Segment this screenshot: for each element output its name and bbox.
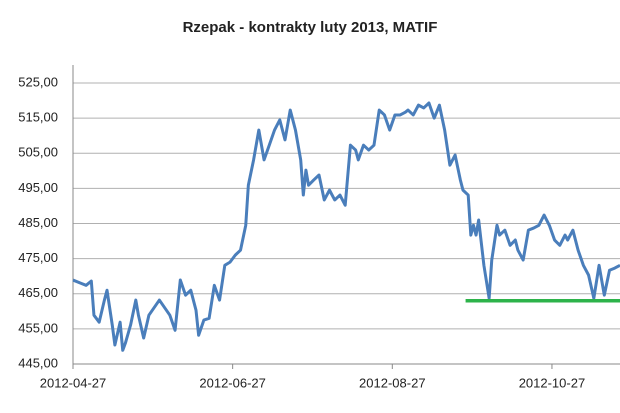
y-tick-label: 465,00 xyxy=(18,285,58,300)
y-tick-label: 455,00 xyxy=(18,320,58,335)
price-line xyxy=(72,101,620,352)
y-tick-label: 505,00 xyxy=(18,145,58,160)
y-tick-label: 485,00 xyxy=(18,215,58,230)
y-tick-label: 515,00 xyxy=(18,110,58,125)
y-tick-label: 525,00 xyxy=(18,74,58,89)
y-tick-label: 445,00 xyxy=(18,355,58,370)
x-tick-label: 2012-08-27 xyxy=(359,375,426,390)
y-tick-label: 495,00 xyxy=(18,180,58,195)
x-tick-label: 2012-10-27 xyxy=(519,375,586,390)
x-tick-label: 2012-04-27 xyxy=(40,375,107,390)
x-tick-label: 2012-06-27 xyxy=(199,375,266,390)
chart-title: Rzepak - kontrakty luty 2013, MATIF xyxy=(183,19,438,36)
y-tick-label: 475,00 xyxy=(18,250,58,265)
